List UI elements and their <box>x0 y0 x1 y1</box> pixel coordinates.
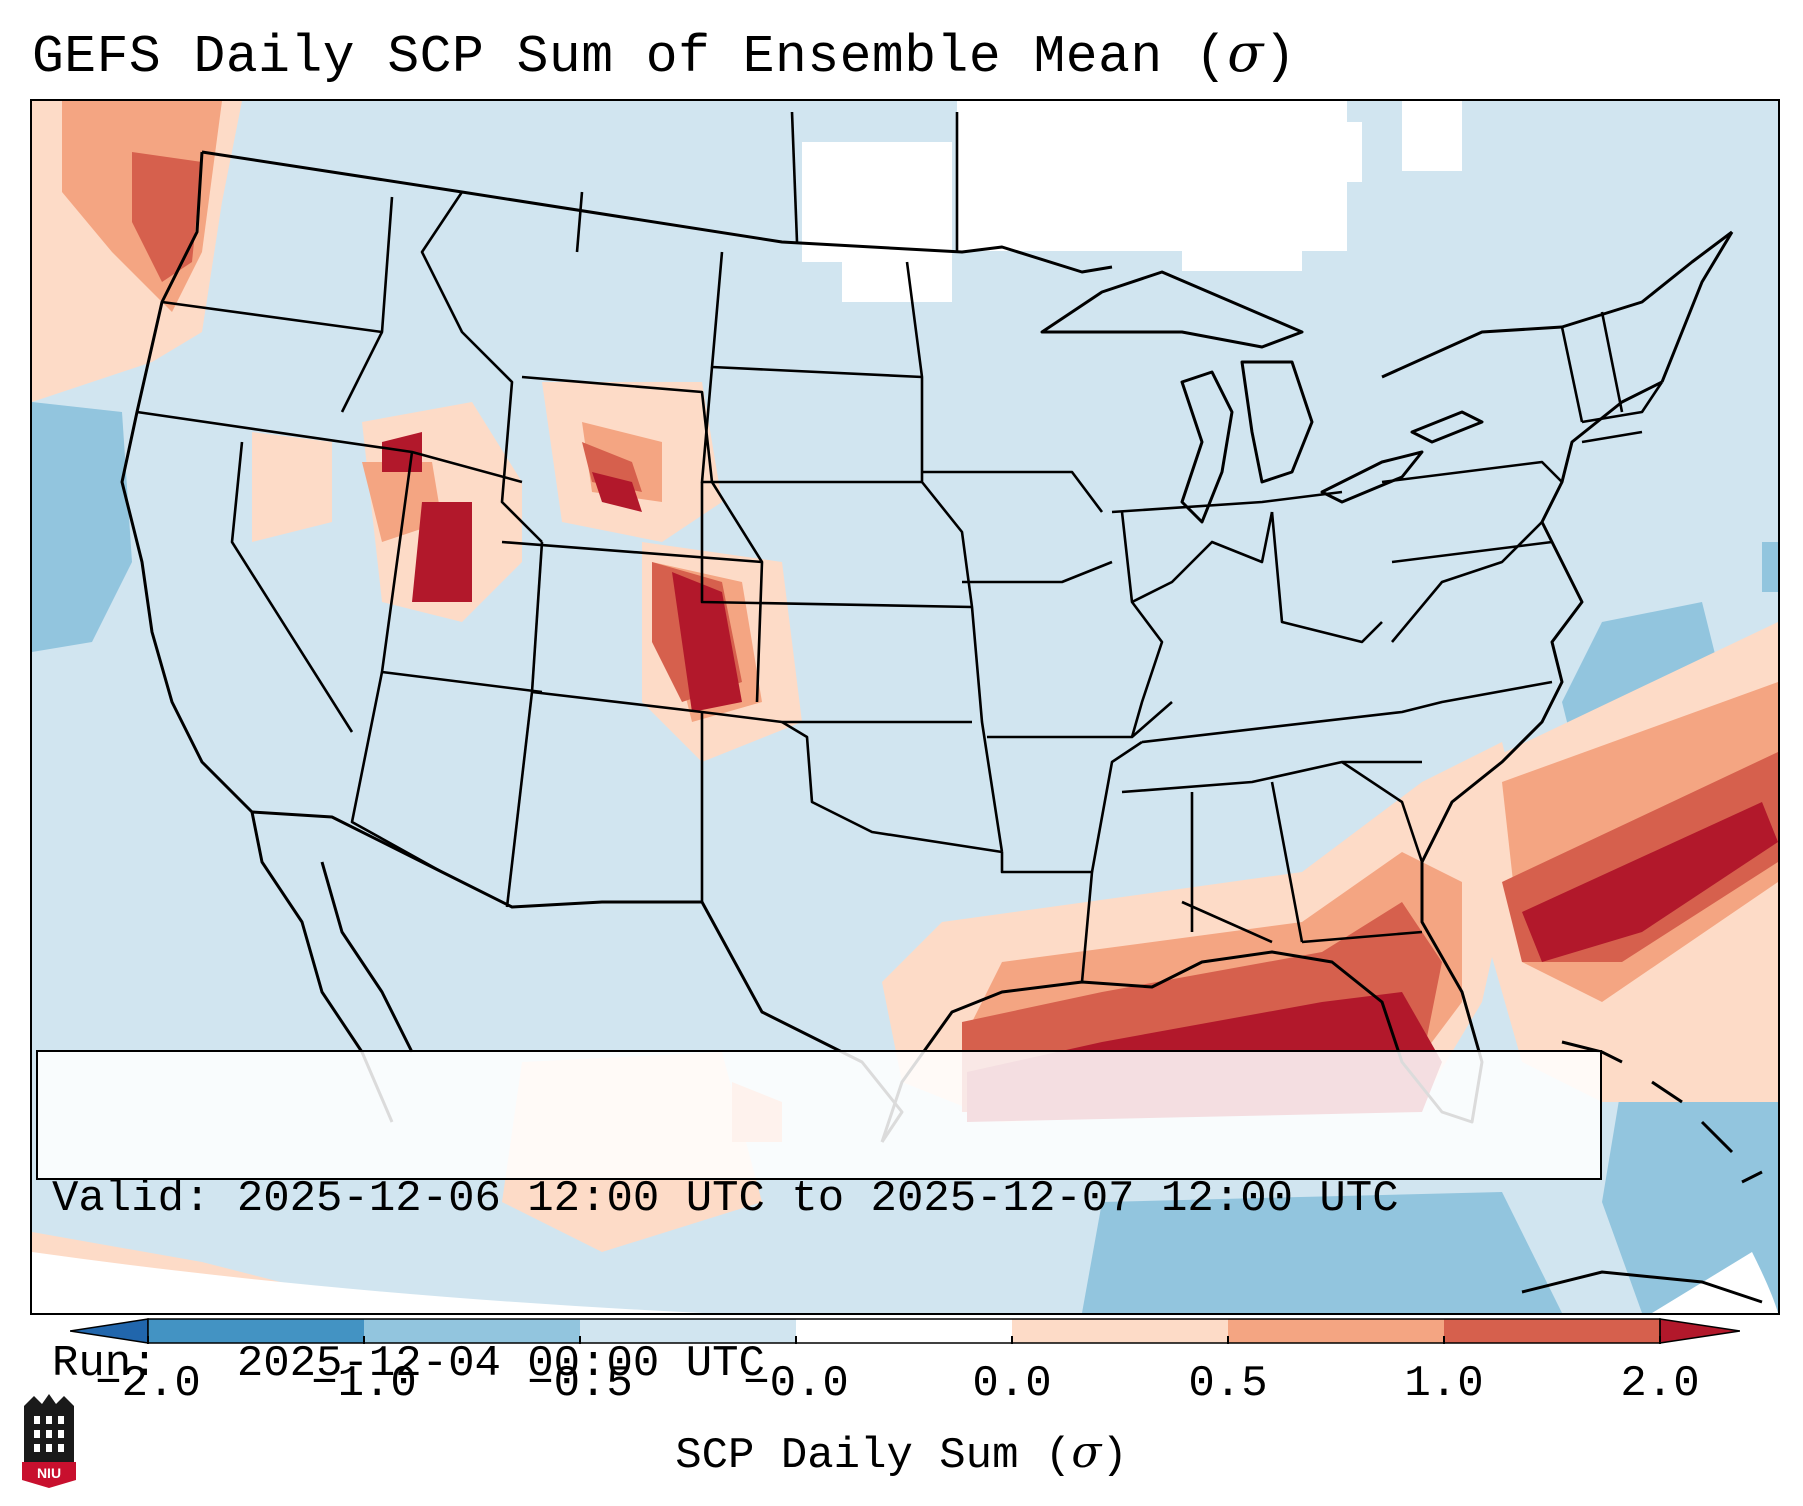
colorbar <box>70 1318 1740 1344</box>
colorbar-over-arrow <box>1659 1318 1740 1344</box>
colorbar-label-sigma: σ <box>1071 1427 1102 1478</box>
caribbean-islands <box>1521 1040 1763 1304</box>
neutral-patches <box>802 101 1462 302</box>
colorbar-bin-1-2 <box>1444 1319 1660 1343</box>
colorbar-bin-m2-m1 <box>148 1319 364 1343</box>
logo-windows <box>34 1416 64 1452</box>
state-borders <box>136 111 1664 983</box>
colorbar-label-text: SCP Daily Sum ( <box>675 1431 1072 1481</box>
colorbar-label: SCP Daily Sum (σ) <box>0 1426 1803 1483</box>
colorbar-tick-label: −1.0 <box>311 1359 417 1409</box>
valid-run-box: Valid: 2025-12-06 12:00 UTC to 2025-12-0… <box>36 1050 1602 1389</box>
map-title-text: GEFS Daily SCP Sum of Ensemble Mean ( <box>32 27 1228 87</box>
colorbar-tick-label: −0.0 <box>743 1359 849 1409</box>
colorbar-label-close: ) <box>1101 1431 1128 1481</box>
map-title: GEFS Daily SCP Sum of Ensemble Mean (σ) <box>32 22 1296 89</box>
logo-text: NIU <box>37 1465 61 1481</box>
logo-banner <box>22 1462 76 1488</box>
valid-line: Valid: 2025-12-06 12:00 UTC to 2025-12-0… <box>52 1174 1399 1224</box>
colorbar-frame <box>147 1318 1661 1344</box>
niu-logo: NIU <box>22 1394 76 1488</box>
coastlines <box>120 151 1734 1143</box>
colorbar-bin-0-0 <box>796 1319 1012 1343</box>
colorbar-tick-label: 0.5 <box>1188 1359 1268 1409</box>
colorbar-tick-label: 0.0 <box>972 1359 1052 1409</box>
colorbar-bin-05-1 <box>1228 1319 1444 1343</box>
colorbar-bin-0-05 <box>1012 1319 1228 1343</box>
colorbar-tick-label: 1.0 <box>1404 1359 1484 1409</box>
run-line: Run: 2025-12-04 00:00 UTC <box>52 1339 765 1389</box>
map-title-sigma: σ <box>1227 23 1264 84</box>
colorbar-tick-label: −2.0 <box>95 1359 201 1409</box>
colorbar-bin-m1-m05 <box>364 1319 580 1343</box>
negative-patches <box>32 402 1778 1313</box>
colorbar-under-arrow <box>70 1318 149 1344</box>
great-lakes <box>1040 270 1484 524</box>
map-title-close: ) <box>1263 27 1297 87</box>
projection-corner-sw <box>32 1252 704 1313</box>
colorbar-tick-label: 2.0 <box>1620 1359 1700 1409</box>
colorbar-ticks <box>147 1336 1661 1344</box>
colorbar-bin-m05-0 <box>580 1319 796 1343</box>
colorbar-tick-label: −0.5 <box>527 1359 633 1409</box>
